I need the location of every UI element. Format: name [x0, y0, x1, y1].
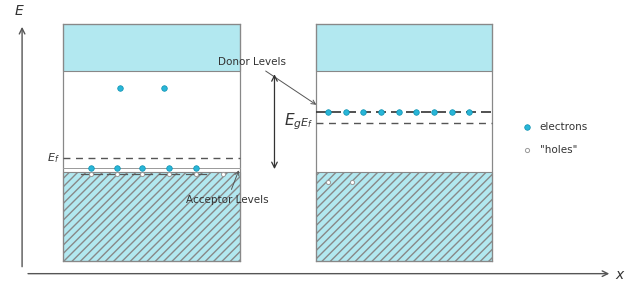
- Text: $E_g$: $E_g$: [284, 111, 302, 132]
- Text: electrons: electrons: [540, 122, 587, 132]
- Bar: [63, 172, 240, 261]
- Bar: [63, 24, 240, 71]
- Bar: [316, 24, 492, 71]
- Text: "holes": "holes": [540, 144, 577, 155]
- Text: Donor Levels: Donor Levels: [218, 57, 316, 104]
- Text: $E_f$: $E_f$: [47, 151, 60, 165]
- Text: x: x: [615, 268, 623, 282]
- Bar: [316, 172, 492, 261]
- Text: $E_f$: $E_f$: [300, 116, 312, 130]
- Text: Acceptor Levels: Acceptor Levels: [186, 171, 269, 205]
- Text: E: E: [15, 5, 23, 18]
